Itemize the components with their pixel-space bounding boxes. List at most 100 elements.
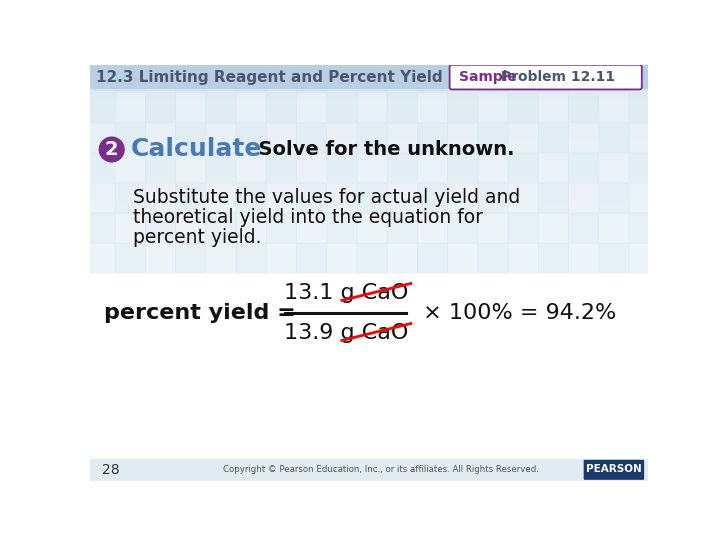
Bar	[90, 99, 648, 100]
Bar	[90, 134, 648, 135]
FancyBboxPatch shape	[175, 92, 206, 123]
FancyBboxPatch shape	[205, 183, 236, 213]
Bar	[90, 88, 648, 89]
FancyBboxPatch shape	[629, 213, 660, 244]
Bar	[90, 118, 648, 119]
FancyBboxPatch shape	[356, 183, 387, 213]
FancyBboxPatch shape	[629, 153, 660, 184]
Bar	[90, 167, 648, 168]
FancyBboxPatch shape	[477, 213, 508, 244]
Bar	[90, 163, 648, 164]
FancyBboxPatch shape	[84, 63, 116, 91]
Bar	[90, 178, 648, 179]
FancyBboxPatch shape	[326, 153, 357, 184]
FancyBboxPatch shape	[235, 153, 266, 184]
FancyBboxPatch shape	[235, 92, 266, 123]
Bar	[90, 130, 648, 131]
FancyBboxPatch shape	[296, 63, 327, 93]
Bar	[90, 105, 648, 106]
Bar	[90, 151, 648, 152]
Text: Solve for the unknown.: Solve for the unknown.	[245, 140, 515, 159]
FancyBboxPatch shape	[84, 92, 116, 123]
FancyBboxPatch shape	[114, 242, 145, 273]
Bar	[90, 139, 648, 140]
Bar	[90, 152, 648, 153]
FancyBboxPatch shape	[629, 63, 660, 93]
Bar	[90, 137, 648, 138]
FancyBboxPatch shape	[538, 63, 569, 91]
Bar	[90, 212, 648, 213]
Bar	[90, 101, 648, 102]
FancyBboxPatch shape	[538, 242, 569, 273]
FancyBboxPatch shape	[356, 153, 387, 184]
FancyBboxPatch shape	[356, 92, 387, 123]
Bar	[90, 154, 648, 155]
FancyBboxPatch shape	[659, 213, 690, 244]
FancyBboxPatch shape	[205, 123, 236, 153]
Bar	[90, 75, 648, 76]
Bar	[90, 67, 648, 68]
FancyBboxPatch shape	[477, 92, 508, 123]
FancyBboxPatch shape	[356, 63, 387, 91]
Bar	[90, 156, 648, 157]
Bar	[90, 109, 648, 110]
FancyBboxPatch shape	[387, 242, 418, 273]
Bar	[90, 141, 648, 142]
Bar	[90, 205, 648, 206]
FancyBboxPatch shape	[568, 183, 599, 213]
Bar	[90, 179, 648, 180]
Bar	[90, 170, 648, 171]
FancyBboxPatch shape	[235, 63, 266, 93]
Bar	[90, 65, 648, 66]
FancyBboxPatch shape	[356, 242, 387, 273]
FancyBboxPatch shape	[205, 63, 236, 93]
FancyBboxPatch shape	[84, 242, 116, 273]
Bar	[90, 112, 648, 113]
Bar	[90, 79, 648, 80]
Bar	[90, 148, 648, 150]
FancyBboxPatch shape	[449, 65, 642, 90]
FancyBboxPatch shape	[296, 63, 327, 91]
FancyBboxPatch shape	[205, 92, 236, 123]
Bar	[90, 194, 648, 195]
FancyBboxPatch shape	[114, 183, 145, 213]
FancyBboxPatch shape	[568, 242, 599, 273]
FancyBboxPatch shape	[417, 63, 448, 93]
Bar	[90, 186, 648, 187]
Text: 2: 2	[105, 140, 119, 159]
Bar	[90, 120, 648, 121]
FancyBboxPatch shape	[266, 63, 297, 93]
FancyBboxPatch shape	[387, 213, 418, 244]
Bar	[90, 165, 648, 166]
FancyBboxPatch shape	[477, 153, 508, 184]
Bar	[90, 123, 648, 124]
Bar	[90, 114, 648, 115]
FancyBboxPatch shape	[447, 123, 478, 153]
Bar	[90, 97, 648, 98]
Text: 13.9 g CaO: 13.9 g CaO	[284, 323, 408, 343]
Bar	[90, 92, 648, 93]
Text: Sample: Sample	[459, 70, 517, 84]
FancyBboxPatch shape	[508, 183, 539, 213]
Bar	[90, 206, 648, 207]
Bar	[90, 184, 648, 185]
FancyBboxPatch shape	[266, 183, 297, 213]
FancyBboxPatch shape	[417, 242, 448, 273]
Bar	[90, 85, 648, 86]
Bar	[90, 157, 648, 158]
FancyBboxPatch shape	[598, 213, 629, 244]
Text: Problem 12.11: Problem 12.11	[496, 70, 615, 84]
FancyBboxPatch shape	[598, 183, 629, 213]
Bar	[90, 102, 648, 103]
FancyBboxPatch shape	[629, 63, 660, 91]
FancyBboxPatch shape	[477, 63, 508, 93]
FancyBboxPatch shape	[689, 153, 720, 184]
Bar	[90, 90, 648, 91]
FancyBboxPatch shape	[84, 123, 116, 153]
FancyBboxPatch shape	[447, 63, 478, 91]
Bar	[90, 171, 648, 172]
FancyBboxPatch shape	[417, 92, 448, 123]
Bar	[90, 193, 648, 194]
Bar	[90, 65, 648, 90]
Bar	[90, 83, 648, 84]
